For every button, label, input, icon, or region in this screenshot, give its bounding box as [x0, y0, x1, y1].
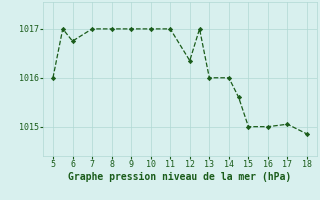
- X-axis label: Graphe pression niveau de la mer (hPa): Graphe pression niveau de la mer (hPa): [68, 172, 292, 182]
